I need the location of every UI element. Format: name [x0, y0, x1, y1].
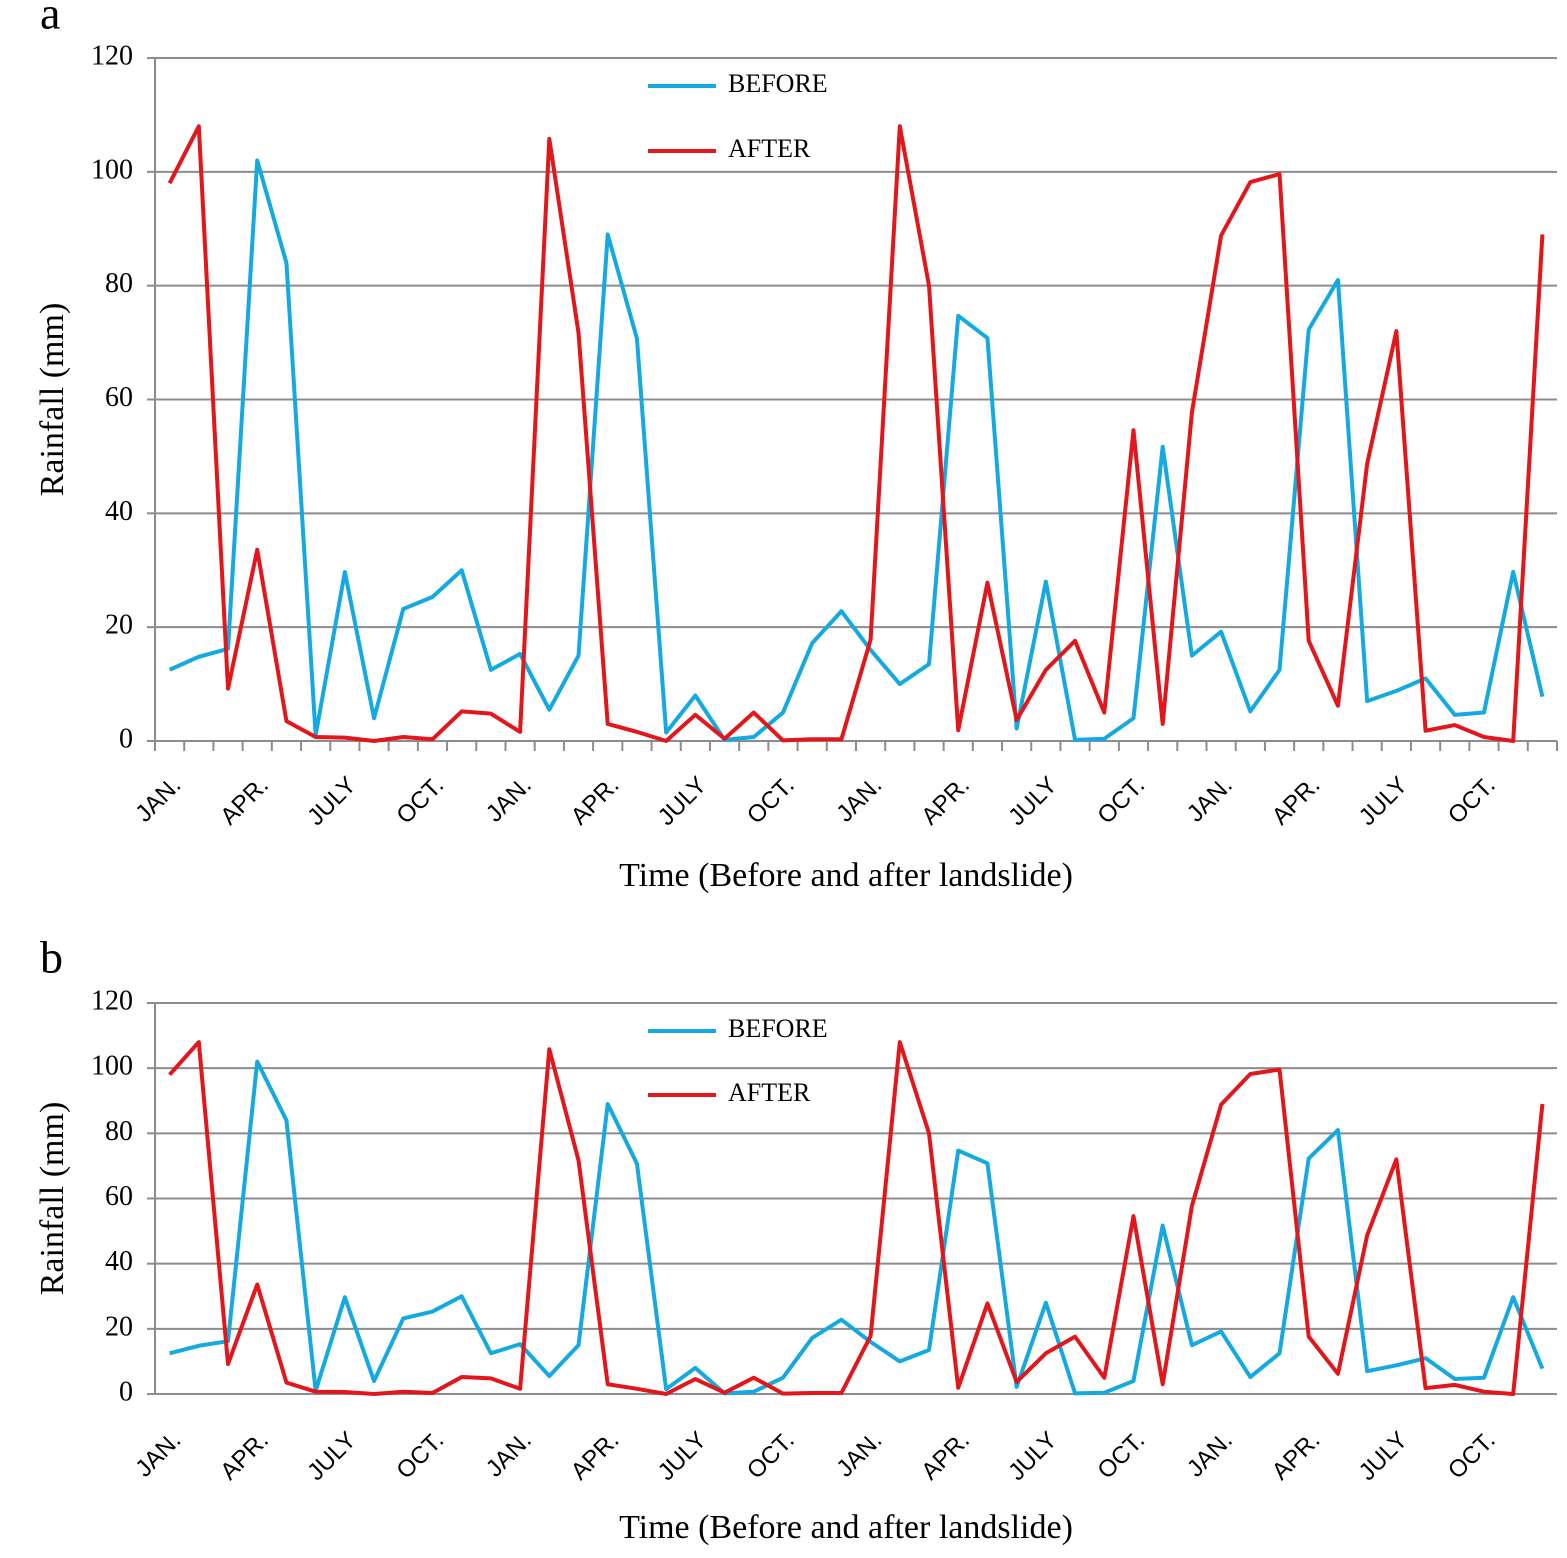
y-tick-label: 120	[91, 40, 133, 71]
x-axis-title: Time (Before and after landslide)	[619, 1509, 1073, 1546]
x-tick-label: JULY	[1354, 772, 1413, 831]
legend-label: AFTER	[728, 1078, 811, 1107]
x-tick-label: JULY	[1354, 1427, 1413, 1486]
x-tick-label: JULY	[302, 1427, 361, 1486]
x-tick-label: APR.	[215, 1427, 274, 1486]
x-tick-label: APR.	[1267, 1427, 1326, 1486]
x-tick-label: OCT.	[1092, 1427, 1150, 1485]
legend-label: BEFORE	[728, 1014, 828, 1043]
x-tick-label: APR.	[916, 1427, 975, 1486]
x-tick-label: APR.	[1267, 772, 1326, 831]
y-tick-label: 100	[91, 154, 133, 185]
x-axis-title: Time (Before and after landslide)	[619, 857, 1073, 894]
y-tick-label: 60	[105, 1181, 133, 1212]
y-tick-label: 80	[105, 1116, 133, 1147]
x-tick-label: OCT.	[391, 1427, 449, 1485]
legend-label: BEFORE	[728, 69, 828, 98]
x-tick-label: OCT.	[1443, 772, 1501, 830]
x-tick-label: JULY	[653, 1427, 712, 1486]
x-tick-label: JAN.	[1182, 772, 1238, 828]
y-axis-title: Rainfall (mm)	[34, 303, 71, 497]
series-line	[169, 1059, 1545, 1396]
x-tick-label: OCT.	[1092, 772, 1150, 830]
y-tick-label: 40	[105, 1246, 133, 1277]
x-tick-label: JULY	[302, 772, 361, 831]
x-tick-label: JULY	[1003, 772, 1062, 831]
series-line	[168, 1040, 1545, 1396]
y-tick-label: 120	[91, 985, 133, 1016]
y-tick-label: 60	[105, 382, 133, 413]
x-tick-label: OCT.	[391, 772, 449, 830]
series-line	[167, 124, 1545, 743]
series-line	[168, 158, 1545, 742]
x-tick-label: JAN.	[481, 772, 537, 828]
x-tick-label: APR.	[916, 772, 975, 831]
x-tick-label: OCT.	[1443, 1427, 1501, 1485]
x-tick-label: JULY	[1003, 1427, 1062, 1486]
y-tick-label: 20	[105, 1311, 133, 1342]
x-tick-label: APR.	[215, 772, 274, 831]
y-tick-label: 100	[91, 1051, 133, 1082]
y-tick-label: 40	[105, 496, 133, 527]
x-tick-label: JAN.	[1182, 1427, 1238, 1483]
x-tick-label: APR.	[566, 772, 625, 831]
y-tick-label: 0	[119, 1376, 133, 1407]
panel-label: a	[40, 0, 60, 39]
x-tick-label: OCT.	[742, 1427, 800, 1485]
x-tick-label: JAN.	[130, 1427, 186, 1483]
x-tick-label: JULY	[653, 772, 712, 831]
y-tick-label: 80	[105, 268, 133, 299]
x-tick-label: JAN.	[481, 1427, 537, 1483]
x-tick-label: JAN.	[831, 772, 887, 828]
y-tick-label: 0	[119, 723, 133, 754]
legend-label: AFTER	[728, 134, 811, 163]
x-tick-label: APR.	[566, 1427, 625, 1486]
x-tick-label: JAN.	[130, 772, 186, 828]
x-tick-label: OCT.	[742, 772, 800, 830]
y-tick-label: 20	[105, 610, 133, 641]
y-axis-title: Rainfall (mm)	[34, 1102, 71, 1296]
panel-label: b	[40, 932, 63, 983]
x-tick-label: JAN.	[831, 1427, 887, 1483]
